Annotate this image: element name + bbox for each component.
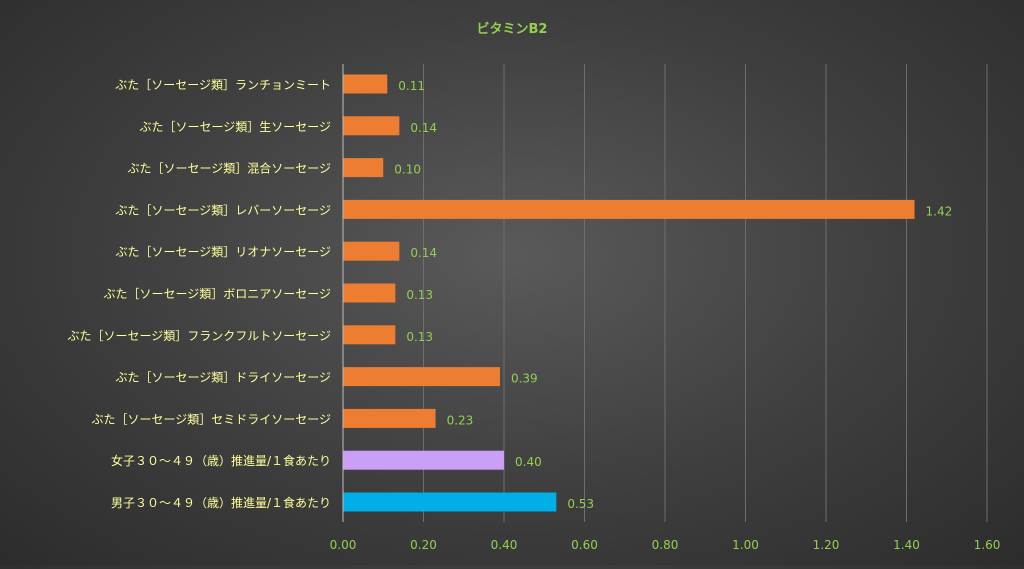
- data-label: 0.11: [398, 79, 425, 93]
- category-label: ぶた［ソーセージ類］フランクフルトソーセージ: [67, 329, 331, 343]
- bar: [343, 283, 396, 303]
- x-tick-label: 1.60: [974, 538, 1001, 552]
- bar: [343, 241, 400, 261]
- bar: [343, 199, 915, 219]
- x-tick-label: 1.20: [813, 538, 840, 552]
- data-label: 0.13: [406, 288, 433, 302]
- category-label: ぶた［ソーセージ類］リオナソーセージ: [115, 245, 331, 259]
- category-label: ぶた［ソーセージ類］セミドライソーセージ: [91, 412, 331, 426]
- x-tick-label: 0.60: [571, 538, 598, 552]
- data-label: 0.13: [406, 330, 433, 344]
- bar: [343, 367, 500, 387]
- x-tick-label: 1.40: [893, 538, 920, 552]
- bar: [343, 325, 396, 345]
- gridlines: [423, 64, 988, 522]
- data-label: 0.10: [394, 163, 421, 177]
- data-label: 1.42: [926, 204, 953, 218]
- category-label: ぶた［ソーセージ類］ランチョンミート: [115, 78, 331, 92]
- bars: [343, 74, 915, 512]
- bar: [343, 408, 436, 428]
- data-label: 0.23: [447, 413, 474, 427]
- bar: [343, 450, 504, 470]
- category-label: ぶた［ソーセージ類］生ソーセージ: [139, 120, 331, 134]
- category-label: ぶた［ソーセージ類］ボロニアソーセージ: [103, 287, 331, 301]
- category-label: 男子３０～４９（歳）推進量/１食あたり: [111, 495, 331, 510]
- category-label: ぶた［ソーセージ類］レバーソーセージ: [115, 203, 331, 217]
- bar: [343, 158, 384, 178]
- category-label: ぶた［ソーセージ類］ドライソーセージ: [115, 371, 331, 385]
- category-label: 女子３０～４９（歳）推進量/１食あたり: [111, 453, 331, 468]
- data-label: 0.53: [567, 497, 594, 511]
- x-tick-label: 0.00: [330, 538, 357, 552]
- bar: [343, 74, 388, 94]
- x-tick-label: 0.80: [652, 538, 679, 552]
- data-label: 0.40: [515, 455, 542, 469]
- x-tick-label: 1.00: [732, 538, 759, 552]
- labels: 0.00 0.20 0.40 0.60 0.80 1.00 1.20 1.40 1.60 ぶた［ソ…: [67, 78, 1000, 552]
- category-label: ぶた［ソーセージ類］混合ソーセージ: [127, 161, 331, 176]
- bar: [343, 116, 400, 136]
- data-label: 0.14: [410, 246, 437, 260]
- chart-title: ビタミンB2: [477, 21, 548, 37]
- data-label: 0.14: [410, 121, 437, 135]
- bar: [343, 492, 557, 512]
- x-tick-label: 0.20: [410, 538, 437, 552]
- data-label: 0.39: [511, 372, 538, 386]
- x-tick-label: 0.40: [491, 538, 518, 552]
